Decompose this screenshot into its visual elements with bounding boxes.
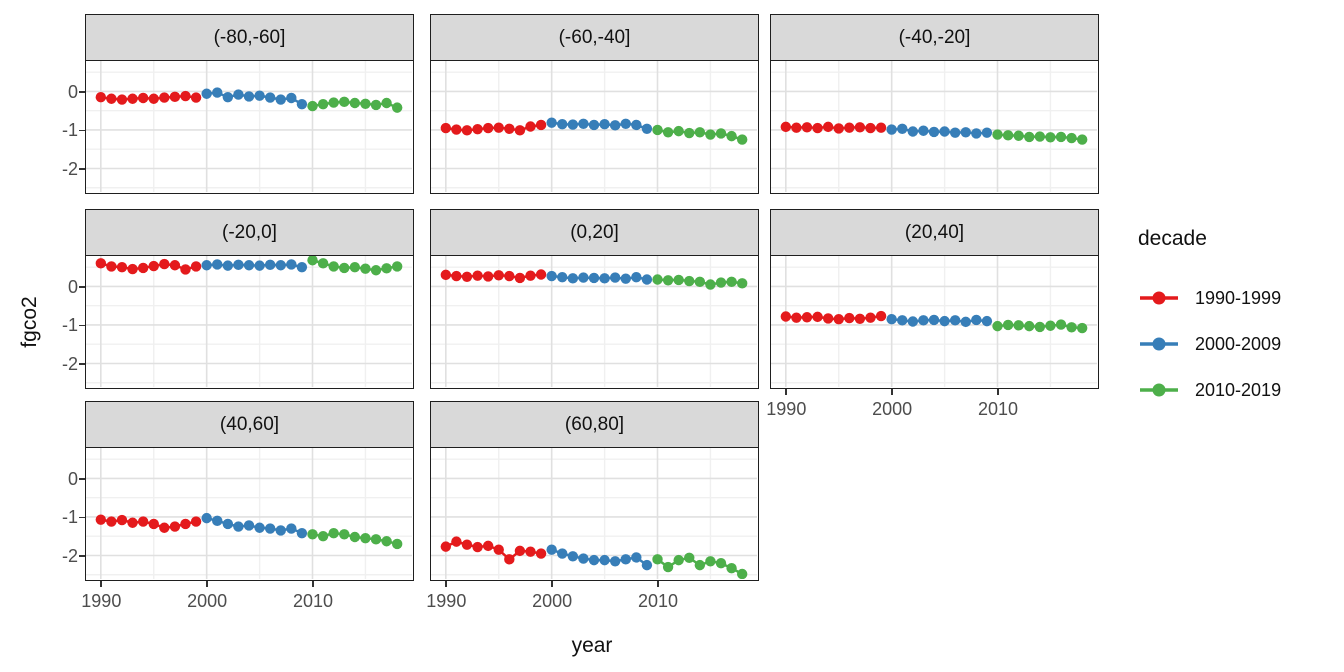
facet-strip-label: (60,80] bbox=[430, 401, 759, 447]
legend-key-icon bbox=[1140, 337, 1178, 351]
y-tick-label: -1 bbox=[61, 315, 78, 336]
x-tick-mark bbox=[551, 581, 554, 587]
facet-panel bbox=[770, 255, 1099, 389]
x-tick-label: 1990 bbox=[426, 591, 467, 611]
facet-strip-label: (0,20] bbox=[430, 209, 759, 255]
x-tick-label: 2000 bbox=[187, 591, 228, 611]
facet-(-40,-20]: (-40,-20] bbox=[770, 14, 1099, 194]
y-tick-mark bbox=[79, 286, 85, 288]
y-tick-label: -1 bbox=[61, 120, 78, 141]
facet-panel bbox=[85, 447, 414, 581]
facet-panel bbox=[85, 60, 414, 194]
y-tick-label: 0 bbox=[67, 81, 78, 102]
facet-strip-label: (40,60] bbox=[85, 401, 414, 447]
y-tick-label: 0 bbox=[67, 468, 78, 489]
y-tick-label: 0 bbox=[67, 276, 78, 297]
facet-panel bbox=[430, 447, 759, 581]
facet-strip-label: (-80,-60] bbox=[85, 14, 414, 60]
y-tick-mark bbox=[79, 91, 85, 93]
x-tick-mark bbox=[206, 581, 209, 587]
legend-entry-1990-1999: 1990-1999 bbox=[1138, 275, 1281, 321]
x-axis-title: year bbox=[571, 634, 613, 657]
x-tick-mark bbox=[891, 389, 894, 395]
y-tick-label: -2 bbox=[61, 353, 78, 374]
facet-(-60,-40]: (-60,-40] bbox=[430, 14, 759, 194]
x-tick-mark bbox=[997, 389, 999, 395]
x-tick-label: 1990 bbox=[766, 399, 807, 419]
legend-entry-2000-2009: 2000-2009 bbox=[1138, 321, 1281, 367]
x-tick-label: 2000 bbox=[532, 591, 573, 611]
facet-strip-label: (20,40] bbox=[770, 209, 1099, 255]
facet-(0,20]: (0,20] bbox=[430, 209, 759, 389]
facet-strip-label: (-60,-40] bbox=[430, 14, 759, 60]
facet-strip-label: (-20,0] bbox=[85, 209, 414, 255]
legend-key-icon bbox=[1140, 383, 1178, 397]
facet-panel bbox=[430, 255, 759, 389]
legend-key-icon bbox=[1140, 291, 1178, 305]
y-tick-mark bbox=[79, 168, 85, 170]
x-tick-label: 2000 bbox=[872, 399, 913, 419]
x-tick-mark bbox=[312, 581, 314, 587]
legend: decade 1990-1999 2000-2009 2010-2019 bbox=[1138, 226, 1281, 413]
y-tick-mark bbox=[79, 129, 85, 132]
y-tick-label: -2 bbox=[61, 545, 78, 566]
facet-(-80,-60]: (-80,-60] bbox=[85, 14, 414, 194]
y-tick-mark bbox=[79, 516, 85, 519]
legend-entries: 1990-1999 2000-2009 2010-2019 bbox=[1138, 275, 1281, 413]
facet-(60,80]: (60,80] bbox=[430, 401, 759, 581]
facet-panel bbox=[770, 60, 1099, 194]
legend-entry-label: 2000-2009 bbox=[1195, 333, 1282, 354]
legend-entry-label: 1990-1999 bbox=[1195, 287, 1282, 308]
x-tick-mark bbox=[100, 581, 103, 587]
y-tick-mark bbox=[79, 555, 85, 557]
legend-entry-label: 2010-2019 bbox=[1195, 379, 1282, 400]
y-tick-mark bbox=[79, 324, 85, 327]
legend-title: decade bbox=[1138, 227, 1207, 250]
facet-(20,40]: (20,40] bbox=[770, 209, 1099, 389]
facet-strip-label: (-40,-20] bbox=[770, 14, 1099, 60]
facet-(40,60]: (40,60] bbox=[85, 401, 414, 581]
facet-(-20,0]: (-20,0] bbox=[85, 209, 414, 389]
y-tick-mark bbox=[79, 363, 85, 365]
x-tick-label: 1990 bbox=[81, 591, 122, 611]
y-tick-label: -2 bbox=[61, 158, 78, 179]
facet-panel bbox=[430, 60, 759, 194]
x-tick-mark bbox=[657, 581, 659, 587]
legend-entry-2010-2019: 2010-2019 bbox=[1138, 367, 1281, 413]
x-tick-mark bbox=[785, 389, 788, 395]
x-tick-label: 2010 bbox=[292, 591, 334, 611]
x-tick-label: 2010 bbox=[637, 591, 679, 611]
x-tick-label: 2010 bbox=[977, 399, 1019, 419]
x-tick-mark bbox=[445, 581, 448, 587]
facet-panel bbox=[85, 255, 414, 389]
y-tick-label: -1 bbox=[61, 507, 78, 528]
y-tick-mark bbox=[79, 478, 85, 480]
